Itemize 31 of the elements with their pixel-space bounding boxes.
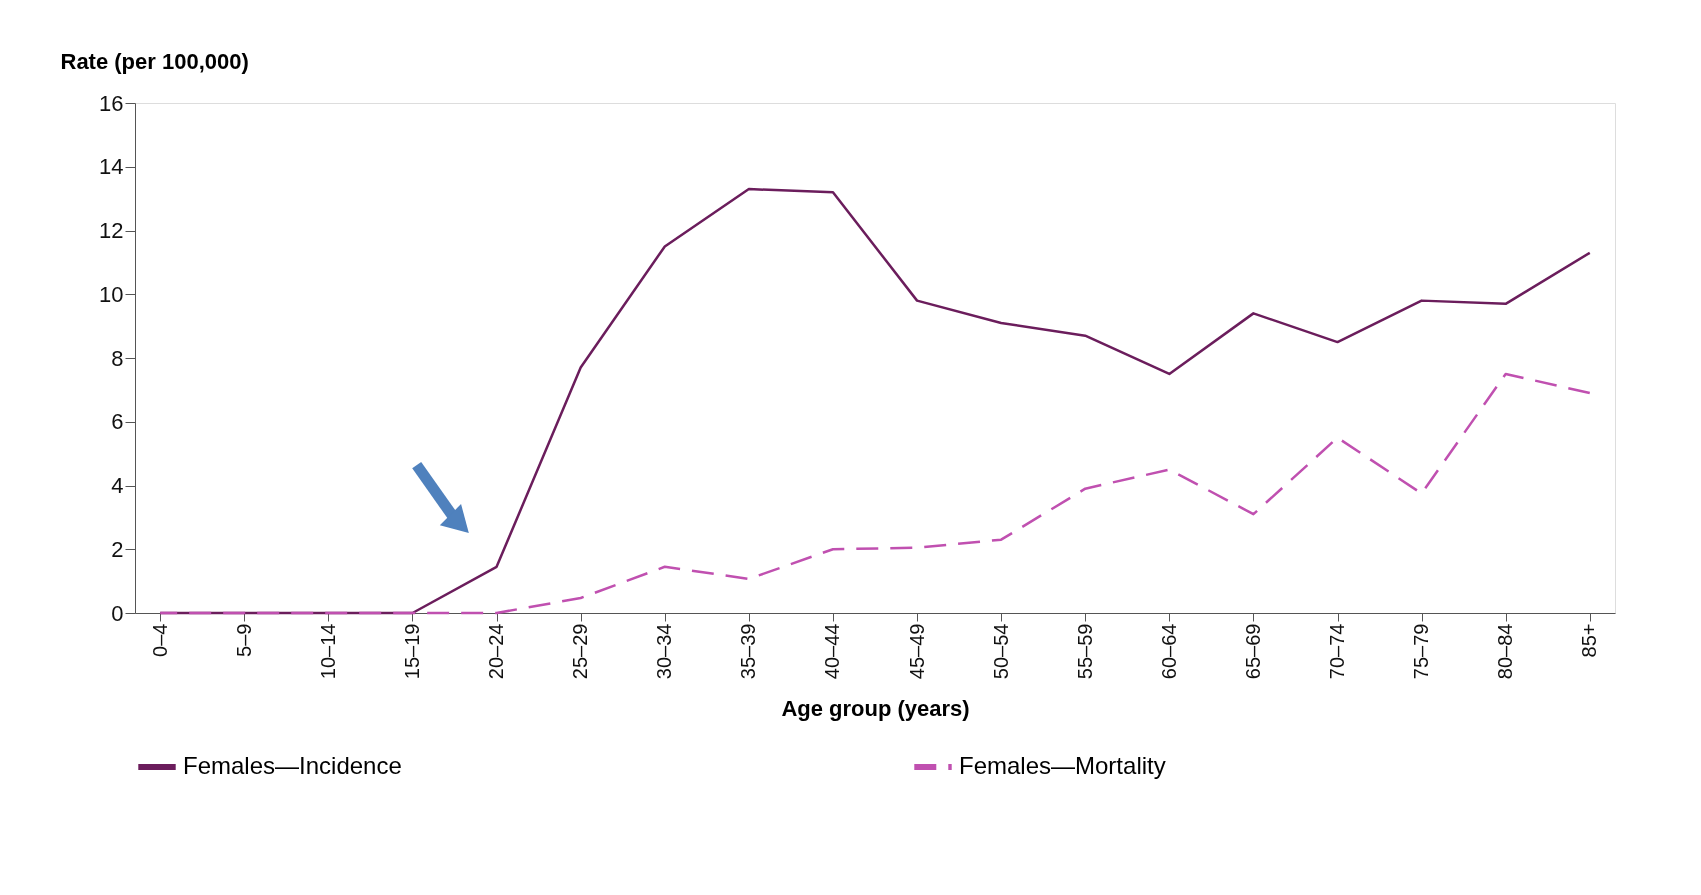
x-tick-label: 60–64 — [1157, 623, 1180, 680]
x-tick-label: 45–49 — [905, 623, 928, 680]
y-tick-label: 2 — [111, 536, 124, 562]
x-tick-label: 10–14 — [316, 623, 339, 680]
x-tick-label: 85+ — [1578, 623, 1601, 658]
y-tick-label: 16 — [99, 90, 124, 116]
x-tick-label: 80–84 — [1494, 623, 1517, 680]
x-tick-label: 75–79 — [1410, 623, 1433, 680]
x-tick-label: 30–34 — [653, 623, 676, 680]
x-tick-label: 40–44 — [821, 623, 844, 680]
x-tick-label: 65–69 — [1241, 623, 1264, 680]
y-tick-label: 12 — [99, 218, 124, 243]
y-tick-label: 8 — [111, 345, 124, 371]
y-tick-label: 14 — [99, 154, 124, 180]
x-tick-label: 55–59 — [1073, 623, 1096, 680]
x-tick-label: 35–39 — [737, 623, 760, 680]
x-axis-title: Age group (years) — [781, 696, 970, 722]
x-tick-label: 25–29 — [569, 623, 592, 680]
y-tick-label: 4 — [111, 473, 124, 498]
x-tick-label: 5–9 — [232, 623, 255, 657]
x-tick-label: 20–24 — [485, 623, 508, 680]
y-axis-title: Rate (per 100,000) — [60, 48, 249, 74]
x-tick-label: 70–74 — [1326, 623, 1348, 680]
x-tick-label: 0–4 — [148, 623, 171, 657]
legend-label: Females—Mortality — [959, 752, 1166, 779]
y-tick-label: 0 — [111, 600, 124, 626]
legend-label: Females—Incidence — [183, 752, 402, 779]
x-tick-label: 15–19 — [401, 623, 423, 680]
x-tick-label: 50–54 — [989, 623, 1012, 680]
y-tick-label: 6 — [111, 409, 124, 435]
y-tick-label: 10 — [99, 281, 124, 307]
